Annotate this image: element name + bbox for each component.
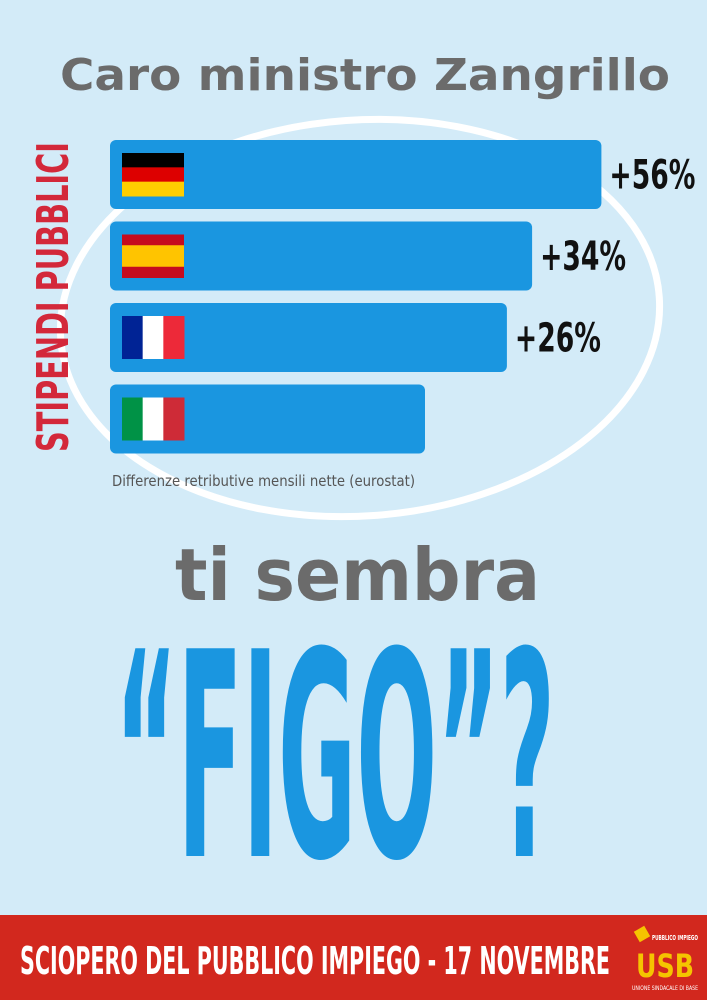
- flag-stripe: [142, 316, 164, 359]
- bar: [110, 303, 507, 372]
- value-label: +56%: [609, 153, 695, 199]
- flag-stripe: [122, 153, 184, 168]
- circle-decoration: [56, 115, 664, 521]
- bar: [110, 140, 602, 209]
- flag-stripe: [122, 266, 184, 278]
- flag-stripe: [122, 397, 144, 441]
- footer-band: [0, 915, 707, 1000]
- headline-line2: “FIGO”?: [115, 592, 555, 924]
- y-axis-label: STIPENDI PUBBLICI: [28, 142, 79, 452]
- flag-stripe: [122, 181, 184, 197]
- logo-top: PUBBLICO IMPIEGO: [652, 934, 698, 942]
- flag-stripe: [122, 245, 184, 268]
- caption: Differenze retributive mensili nette (eu…: [112, 472, 415, 490]
- flag-stripe: [122, 167, 184, 183]
- bar: [110, 221, 533, 291]
- flag-stripe: [142, 397, 164, 441]
- headline-line1: ti sembra: [175, 533, 540, 617]
- logo-flag: [633, 925, 651, 943]
- value-label: +26%: [515, 316, 601, 362]
- value-label: +34%: [540, 234, 626, 280]
- chart-title: Caro ministro Zangrillo: [60, 50, 670, 101]
- footer-text: SCIOPERO DEL PUBBLICO IMPIEGO - 17 NOVEM…: [20, 939, 610, 983]
- bar: [110, 384, 425, 454]
- flag-stripe: [163, 316, 185, 359]
- flag-stripe: [122, 234, 184, 246]
- flag-stripe: [122, 316, 144, 359]
- flag-stripe: [163, 397, 185, 441]
- logo-subtitle: UNIONE SINDACALE DI BASE: [632, 985, 698, 992]
- logo-name: USB: [636, 947, 694, 985]
